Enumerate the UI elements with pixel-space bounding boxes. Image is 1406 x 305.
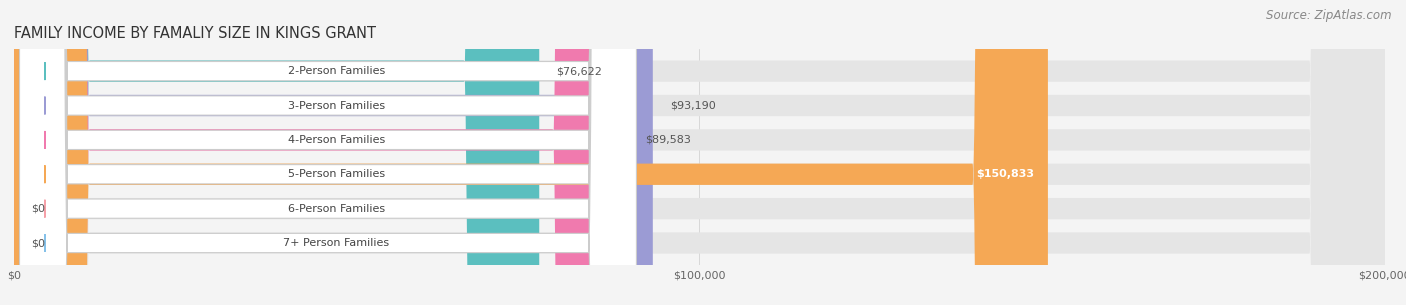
FancyBboxPatch shape <box>20 0 637 305</box>
Text: 6-Person Families: 6-Person Families <box>288 204 385 213</box>
FancyBboxPatch shape <box>14 0 652 305</box>
FancyBboxPatch shape <box>14 0 540 305</box>
Text: $93,190: $93,190 <box>669 101 716 110</box>
FancyBboxPatch shape <box>14 0 1385 305</box>
FancyBboxPatch shape <box>14 0 1385 305</box>
Text: $76,622: $76,622 <box>557 66 602 76</box>
Text: 4-Person Families: 4-Person Families <box>288 135 385 145</box>
Text: $0: $0 <box>31 204 45 213</box>
Text: 5-Person Families: 5-Person Families <box>288 169 385 179</box>
FancyBboxPatch shape <box>14 0 1047 305</box>
FancyBboxPatch shape <box>14 0 1385 305</box>
Text: $150,833: $150,833 <box>976 169 1035 179</box>
Text: $0: $0 <box>31 238 45 248</box>
Text: 3-Person Families: 3-Person Families <box>288 101 385 110</box>
FancyBboxPatch shape <box>20 0 637 305</box>
FancyBboxPatch shape <box>14 0 1385 305</box>
Text: $89,583: $89,583 <box>645 135 692 145</box>
FancyBboxPatch shape <box>20 0 637 305</box>
FancyBboxPatch shape <box>20 0 637 305</box>
FancyBboxPatch shape <box>14 0 1385 305</box>
Text: 2-Person Families: 2-Person Families <box>288 66 385 76</box>
FancyBboxPatch shape <box>20 0 637 305</box>
FancyBboxPatch shape <box>14 0 628 305</box>
FancyBboxPatch shape <box>14 0 1385 305</box>
Text: FAMILY INCOME BY FAMALIY SIZE IN KINGS GRANT: FAMILY INCOME BY FAMALIY SIZE IN KINGS G… <box>14 26 375 41</box>
Text: 7+ Person Families: 7+ Person Families <box>283 238 389 248</box>
FancyBboxPatch shape <box>20 0 637 305</box>
Text: Source: ZipAtlas.com: Source: ZipAtlas.com <box>1267 9 1392 22</box>
